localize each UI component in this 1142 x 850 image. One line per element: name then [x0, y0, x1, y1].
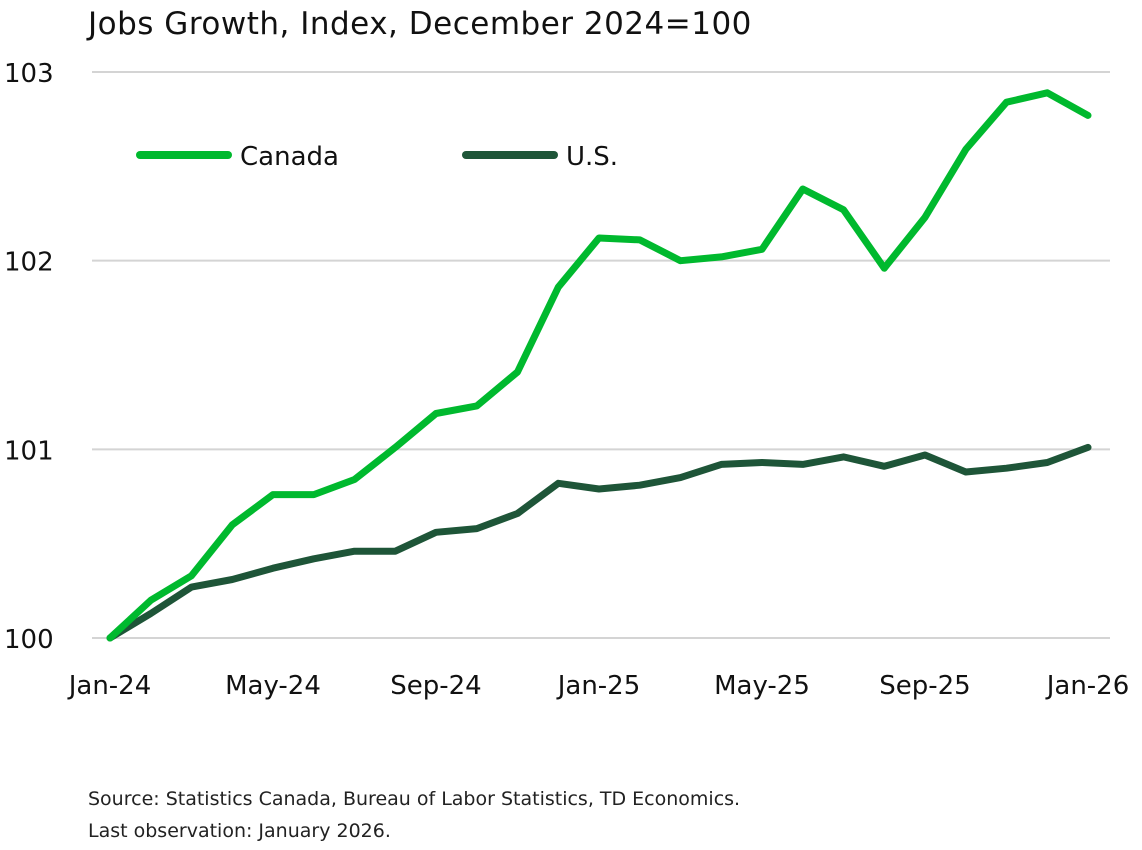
y-tick-label: 103	[4, 59, 54, 89]
source-note: Source: Statistics Canada, Bureau of Lab…	[88, 788, 741, 810]
x-tick-label: Jan-26	[1045, 671, 1130, 701]
series-line-us	[106, 443, 1092, 642]
last-observation-note: Last observation: January 2026.	[88, 820, 391, 842]
line-chart: 100 101 102 103 Jan-24 May-24 Sep-24 Jan-25 May-…	[4, 59, 1130, 701]
y-tick-label: 102	[4, 248, 54, 278]
x-tick-label: May-24	[225, 671, 321, 701]
x-tick-label: Sep-25	[879, 671, 970, 701]
x-tick-label: Jan-25	[556, 671, 641, 701]
chart-title: Jobs Growth, Index, December 2024=100	[88, 6, 752, 42]
legend-label: U.S.	[566, 142, 618, 172]
y-tick-label: 100	[4, 625, 54, 655]
legend-label: Canada	[240, 142, 339, 172]
x-tick-label: May-25	[714, 671, 810, 701]
x-tick-label: Jan-24	[67, 671, 152, 701]
series-line-canada	[106, 89, 1092, 642]
x-tick-label: Sep-24	[390, 671, 481, 701]
y-tick-label: 101	[4, 436, 54, 466]
